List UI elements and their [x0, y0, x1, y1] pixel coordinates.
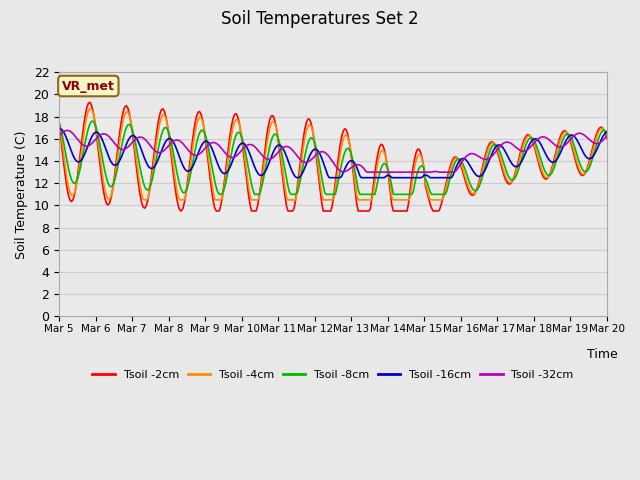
Tsoil -16cm — [237, 141, 244, 147]
Bar — [59, 161, 607, 183]
Text: VR_met: VR_met — [62, 80, 115, 93]
Legend: Tsoil -2cm, Tsoil -4cm, Tsoil -8cm, Tsoil -16cm, Tsoil -32cm: Tsoil -2cm, Tsoil -4cm, Tsoil -8cm, Tsoi… — [88, 365, 578, 384]
Tsoil -32cm — [220, 149, 228, 155]
Tsoil -4cm — [86, 106, 93, 111]
Tsoil -8cm — [240, 142, 248, 147]
Tsoil -32cm — [576, 131, 584, 136]
Line: Tsoil -8cm: Tsoil -8cm — [59, 121, 607, 194]
Tsoil -2cm — [55, 122, 63, 128]
Tsoil -32cm — [296, 156, 304, 162]
Tsoil -32cm — [55, 133, 63, 139]
Tsoil -4cm — [576, 167, 584, 172]
Line: Tsoil -2cm: Tsoil -2cm — [59, 102, 607, 211]
Tsoil -2cm — [298, 147, 306, 153]
Tsoil -32cm — [63, 128, 70, 133]
Tsoil -32cm — [248, 142, 255, 147]
Tsoil -16cm — [603, 129, 611, 135]
Bar — [59, 205, 607, 228]
Tsoil -2cm — [249, 208, 257, 214]
Tsoil -16cm — [293, 175, 301, 180]
Tsoil -4cm — [221, 175, 229, 181]
Bar — [59, 72, 607, 95]
Line: Tsoil -4cm: Tsoil -4cm — [59, 108, 607, 200]
Tsoil -2cm — [576, 170, 584, 176]
Tsoil -8cm — [249, 187, 257, 193]
Tsoil -8cm — [221, 181, 229, 187]
Bar — [59, 272, 607, 294]
Tsoil -8cm — [89, 118, 97, 124]
Tsoil -4cm — [603, 133, 611, 139]
Tsoil -4cm — [124, 109, 132, 115]
Y-axis label: Soil Temperature (C): Soil Temperature (C) — [15, 130, 28, 259]
Bar — [59, 139, 607, 161]
Bar — [59, 183, 607, 205]
Tsoil -16cm — [296, 174, 304, 180]
Tsoil -2cm — [124, 105, 132, 111]
Tsoil -2cm — [86, 99, 93, 105]
Tsoil -8cm — [576, 160, 584, 166]
Tsoil -8cm — [216, 192, 223, 197]
Tsoil -2cm — [221, 170, 229, 176]
Tsoil -4cm — [141, 197, 148, 203]
Line: Tsoil -32cm: Tsoil -32cm — [59, 131, 607, 172]
Tsoil -8cm — [124, 122, 132, 128]
Tsoil -16cm — [219, 170, 227, 176]
Bar — [59, 228, 607, 250]
Tsoil -8cm — [55, 120, 63, 125]
Bar — [59, 95, 607, 117]
Bar — [59, 250, 607, 272]
Tsoil -32cm — [239, 147, 246, 153]
Tsoil -2cm — [240, 153, 248, 158]
Tsoil -2cm — [603, 135, 611, 141]
Bar — [59, 117, 607, 139]
Bar — [59, 294, 607, 316]
Tsoil -32cm — [124, 144, 132, 150]
Tsoil -32cm — [364, 169, 371, 175]
Text: Soil Temperatures Set 2: Soil Temperatures Set 2 — [221, 10, 419, 28]
Tsoil -16cm — [574, 139, 582, 145]
Line: Tsoil -16cm: Tsoil -16cm — [59, 129, 607, 178]
Tsoil -16cm — [246, 151, 253, 157]
Tsoil -16cm — [122, 142, 130, 147]
Tsoil -4cm — [249, 197, 257, 203]
Tsoil -4cm — [298, 156, 306, 161]
Tsoil -2cm — [177, 208, 185, 214]
Tsoil -4cm — [240, 147, 248, 153]
Tsoil -8cm — [298, 169, 306, 175]
Tsoil -4cm — [55, 119, 63, 125]
Tsoil -8cm — [603, 130, 611, 136]
Tsoil -16cm — [55, 126, 63, 132]
X-axis label: Time: Time — [588, 348, 618, 361]
Tsoil -32cm — [603, 133, 611, 139]
